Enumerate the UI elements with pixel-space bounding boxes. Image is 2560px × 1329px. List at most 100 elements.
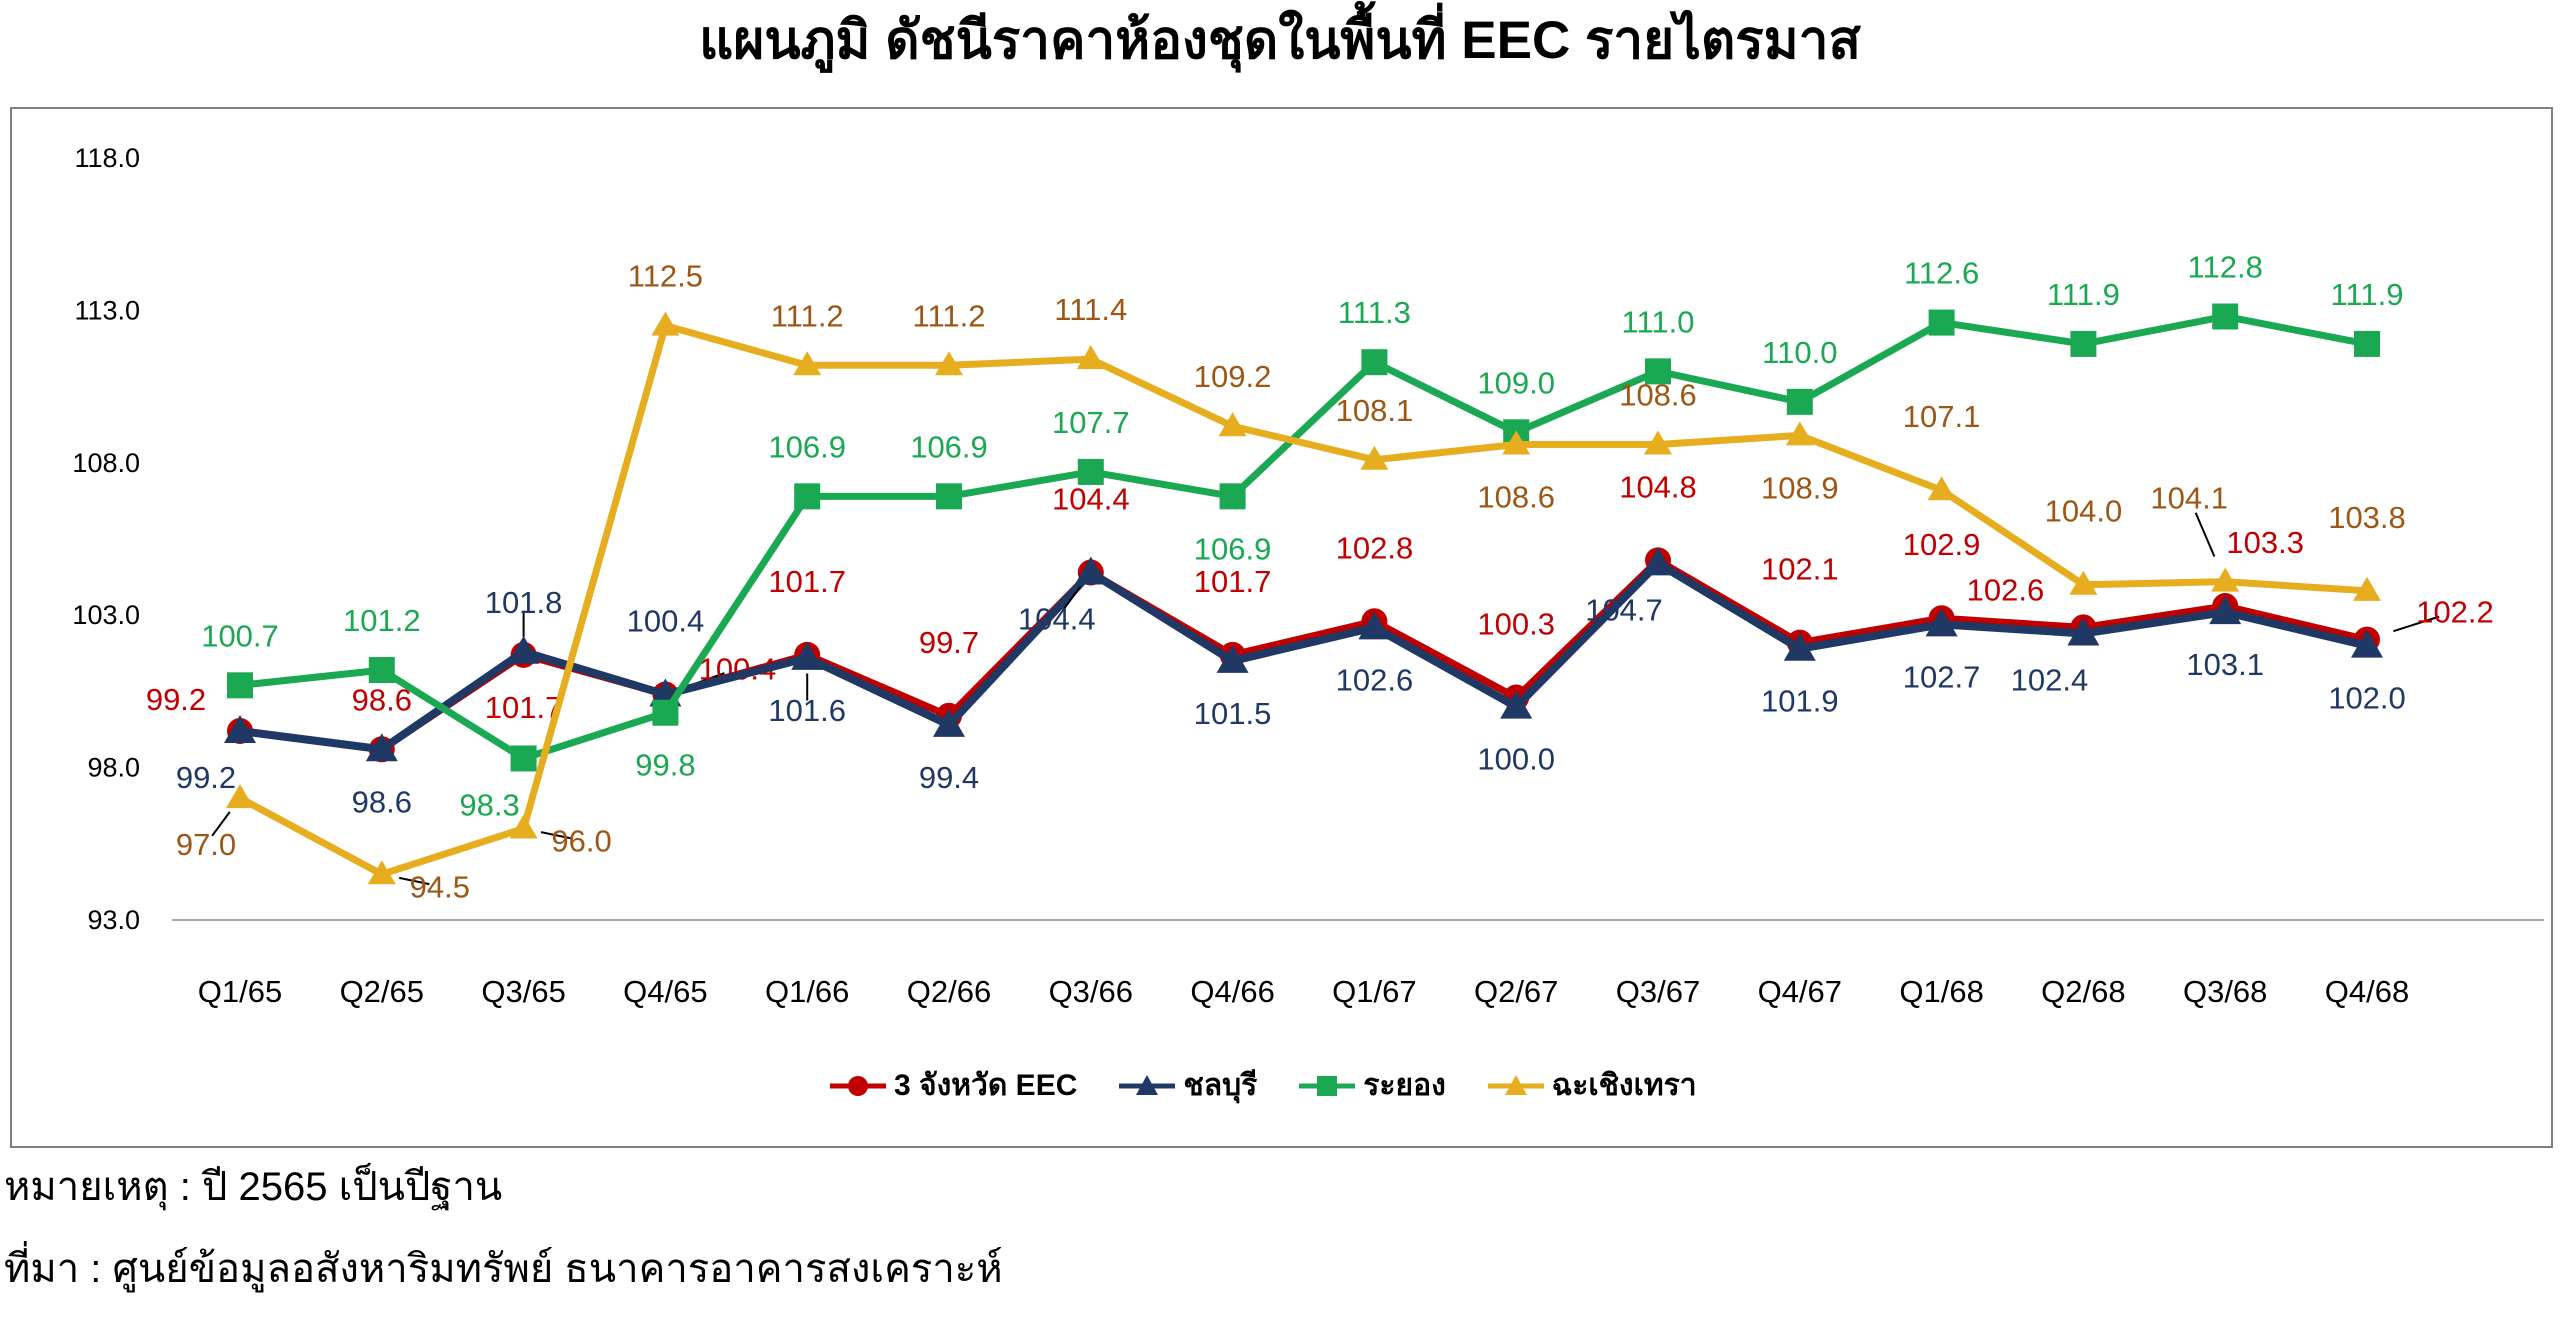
series-3-marker — [1644, 430, 1672, 455]
legend-item-2: ระยอง — [1299, 1062, 1446, 1109]
series-2-marker — [368, 657, 395, 684]
x-tick-label: Q3/68 — [2183, 974, 2267, 1009]
data-label: 99.2 — [176, 760, 236, 795]
series-1-marker — [365, 733, 398, 762]
data-label: 99.8 — [635, 748, 695, 783]
x-tick-label: Q2/67 — [1474, 974, 1558, 1009]
data-label: 100.0 — [1477, 742, 1555, 777]
data-label: 110.0 — [1762, 335, 1837, 370]
series-2-marker — [1077, 458, 1104, 485]
data-label: 111.9 — [2047, 277, 2120, 312]
series-2-marker — [1928, 309, 1955, 336]
label-leader-line — [540, 831, 572, 840]
x-tick-label: Q2/65 — [340, 974, 424, 1009]
data-label: 111.2 — [771, 298, 844, 333]
data-label: 101.2 — [343, 603, 421, 638]
legend-marker-triangle-big-icon — [1119, 1074, 1176, 1095]
series-2-marker — [1645, 358, 1671, 385]
data-label: 108.9 — [1761, 470, 1839, 505]
label-leader-line — [1062, 585, 1082, 611]
data-label: 102.0 — [2328, 681, 2406, 716]
x-tick-label: Q1/66 — [765, 974, 849, 1009]
series-1-marker — [1358, 611, 1391, 640]
series-2-marker — [2070, 330, 2097, 357]
legend-marker-square-icon — [1299, 1075, 1356, 1096]
chart-title: แผนภูมิ ดัชนีราคาห้องชุดในพื้นที่ EEC รา… — [699, 11, 1861, 70]
label-leader-line — [211, 811, 231, 837]
legend-label: ฉะเชิงเทรา — [1551, 1069, 1697, 1102]
data-label: 96.0 — [551, 824, 611, 859]
data-label: 100.3 — [1477, 606, 1555, 641]
data-label: 111.4 — [1054, 292, 1127, 327]
legend-label: ระยอง — [1363, 1069, 1446, 1102]
series-1-marker — [933, 708, 965, 737]
series-2-marker — [1786, 388, 1813, 415]
x-tick-label: Q4/65 — [623, 974, 707, 1009]
series-3-marker — [1360, 445, 1389, 470]
series-1-marker — [791, 641, 824, 670]
data-label: 102.8 — [1336, 530, 1414, 565]
series-1-marker — [507, 635, 540, 664]
series-3-marker — [1927, 476, 1956, 501]
series-2-marker — [936, 483, 962, 510]
data-label: 100.7 — [201, 618, 279, 653]
data-label: 98.6 — [352, 682, 412, 717]
chart-legend: 3 จังหวัด EEC ชลบุรี ระยอง ฉะเชิงเทรา — [830, 1062, 1697, 1109]
data-label: 108.6 — [1619, 378, 1697, 413]
x-tick-label: Q3/66 — [1049, 974, 1133, 1009]
series-1-marker — [1642, 547, 1674, 576]
y-tick-label: 103.0 — [72, 600, 140, 630]
y-tick-label: 113.0 — [74, 295, 140, 325]
chart-footer: หมายเหตุ : ปี 2565 เป็นปีฐาน ที่มา : ศูน… — [4, 1146, 1003, 1310]
x-tick-label: Q3/67 — [1616, 974, 1700, 1009]
legend-item-0: 3 จังหวัด EEC — [830, 1062, 1077, 1109]
data-label: 102.2 — [2416, 595, 2494, 630]
data-label: 99.7 — [919, 625, 979, 660]
series-1-marker — [2067, 617, 2100, 646]
series-1-marker — [2209, 596, 2242, 625]
data-label: 102.7 — [1903, 659, 1981, 694]
note-line: หมายเหตุ : ปี 2565 เป็นปีฐาน — [4, 1165, 503, 1209]
data-label: 106.9 — [1194, 531, 1272, 566]
series-line-1 — [239, 559, 2368, 754]
data-label: 109.0 — [1477, 365, 1555, 400]
x-tick-label: Q4/67 — [1758, 974, 1842, 1009]
series-3-marker — [1502, 430, 1531, 455]
series-3-marker — [2211, 567, 2240, 592]
series-3-marker — [2069, 570, 2098, 595]
data-label: 101.5 — [1194, 696, 1272, 731]
legend-item-1: ชลบุรี — [1119, 1062, 1257, 1109]
x-tick-label: Q4/68 — [2325, 974, 2409, 1009]
data-label: 102.1 — [1761, 552, 1839, 587]
series-2-marker — [2354, 330, 2380, 357]
series-3-marker — [509, 814, 538, 839]
data-label: 104.4 — [1018, 602, 1096, 637]
label-leader-line — [2194, 512, 2216, 557]
x-tick-label: Q1/68 — [1899, 974, 1983, 1009]
series-1-marker — [1074, 556, 1107, 585]
label-leader-line — [398, 876, 430, 886]
data-label: 111.2 — [913, 298, 986, 333]
series-3-marker — [793, 351, 822, 376]
data-label: 98.3 — [459, 787, 519, 822]
legend-label: ชลบุรี — [1183, 1069, 1258, 1102]
series-3-marker — [1218, 412, 1247, 437]
x-tick-label: Q1/65 — [198, 974, 282, 1009]
legend-item-3: ฉะเชิงเทรา — [1487, 1062, 1697, 1109]
data-label: 111.0 — [1622, 304, 1695, 339]
data-label: 106.9 — [910, 429, 988, 464]
data-label: 104.8 — [1619, 469, 1697, 504]
series-2-marker — [1361, 349, 1388, 376]
series-3-marker — [935, 351, 963, 376]
series-3-marker — [226, 784, 254, 809]
data-label: 101.7 — [768, 564, 846, 599]
series-2-marker — [652, 699, 679, 726]
y-tick-label: 108.0 — [72, 448, 140, 478]
data-label: 107.7 — [1052, 405, 1130, 440]
data-label: 97.0 — [176, 827, 236, 862]
series-line-3 — [238, 322, 2368, 878]
series-2-marker — [1219, 483, 1246, 510]
series-2-marker — [2212, 303, 2239, 330]
series-1-marker — [224, 715, 256, 744]
